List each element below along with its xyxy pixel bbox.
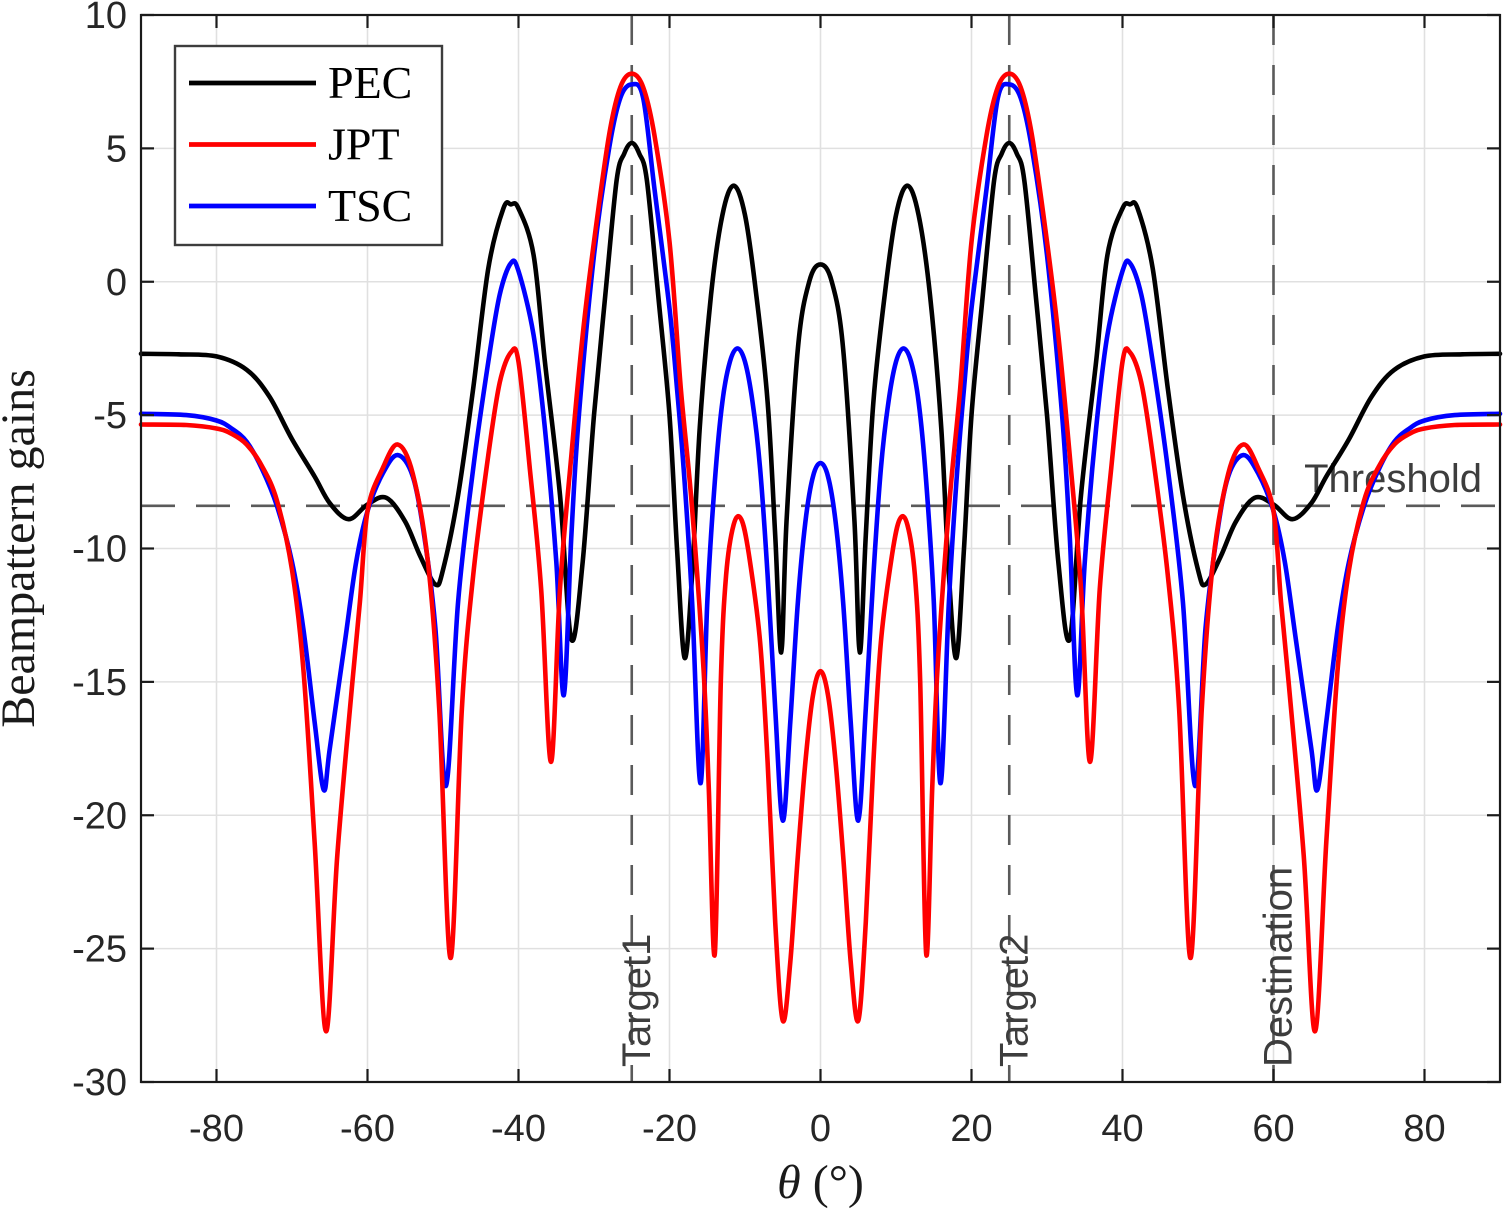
y-tick-label--15: -15 — [72, 662, 127, 704]
annotation-destination: Destination — [1257, 867, 1301, 1067]
y-tick-label--10: -10 — [72, 529, 127, 571]
x-tick-label--60: -60 — [340, 1108, 395, 1150]
legend-label-JPT: JPT — [328, 119, 400, 170]
series-JPT-line — [138, 71, 1503, 1034]
x-axis-label: θ (°) — [777, 1156, 864, 1209]
series-TSC-line — [138, 81, 1503, 823]
annotation-target1: Target1 — [615, 934, 659, 1067]
legend-label-TSC: TSC — [328, 180, 412, 231]
x-tick-label--40: -40 — [491, 1108, 546, 1150]
y-tick-label--25: -25 — [72, 929, 127, 971]
x-tick-label--20: -20 — [642, 1108, 697, 1150]
y-tick-label-0: 0 — [106, 262, 127, 304]
x-tick-label-40: 40 — [1101, 1108, 1143, 1150]
legend: PEC JPT TSC — [173, 44, 444, 247]
x-tick-label-80: 80 — [1403, 1108, 1445, 1150]
tick-labels: -80 -60 -40 -20 0 20 40 60 80 -30 -25 -20 -15 -10 -5 0 5… — [72, 0, 1446, 1150]
annotation-target2: Target2 — [992, 934, 1036, 1067]
x-tick-label--80: -80 — [189, 1108, 244, 1150]
y-tick-label-10: 10 — [85, 0, 127, 37]
series-curves — [138, 71, 1503, 1034]
y-axis-label: Beampattern gains — [0, 369, 45, 728]
y-tick-label-5: 5 — [106, 128, 127, 170]
x-tick-label-60: 60 — [1252, 1108, 1294, 1150]
annotations: Target1 Target2 Destination Threshold — [615, 457, 1482, 1067]
y-tick-label--20: -20 — [72, 795, 127, 837]
y-tick-label--30: -30 — [72, 1062, 127, 1104]
annotation-threshold: Threshold — [1304, 457, 1482, 501]
axes — [139, 13, 1502, 1084]
x-tick-label-0: 0 — [810, 1108, 831, 1150]
legend-label-PEC: PEC — [328, 57, 412, 108]
y-tick-label--5: -5 — [93, 395, 127, 437]
x-tick-label-20: 20 — [950, 1108, 992, 1150]
series-PEC-line — [138, 140, 1503, 661]
